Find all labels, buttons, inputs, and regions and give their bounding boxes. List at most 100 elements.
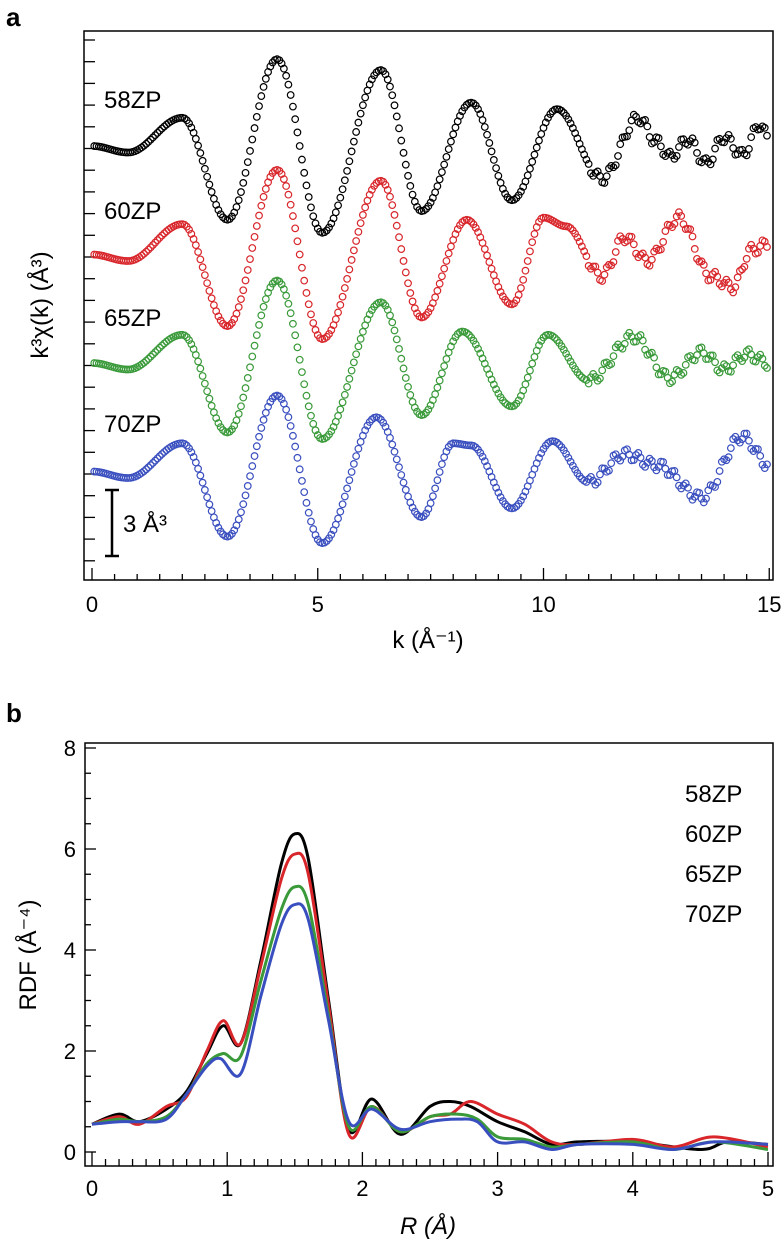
data-point bbox=[336, 193, 345, 202]
data-point bbox=[279, 285, 288, 294]
data-point bbox=[573, 233, 582, 242]
data-point bbox=[293, 237, 302, 246]
data-point bbox=[352, 237, 361, 245]
data-point bbox=[302, 181, 311, 190]
data-point bbox=[399, 257, 408, 265]
data-point bbox=[517, 187, 525, 196]
data-point bbox=[361, 426, 370, 435]
data-point bbox=[401, 374, 410, 382]
data-point bbox=[537, 449, 546, 458]
data-point bbox=[361, 93, 370, 102]
data-point bbox=[641, 462, 649, 471]
data-point bbox=[426, 304, 435, 313]
data-point bbox=[424, 308, 433, 317]
data-point bbox=[587, 264, 595, 273]
data-point bbox=[431, 293, 440, 302]
panel-b-x-tick-labels: 0 1 2 3 4 5 bbox=[86, 1176, 774, 1201]
data-point bbox=[720, 360, 728, 369]
data-point bbox=[137, 251, 146, 260]
data-point bbox=[566, 224, 575, 233]
data-point bbox=[291, 115, 300, 124]
data-point bbox=[717, 457, 726, 466]
legend-60zp: 60ZP bbox=[685, 821, 742, 848]
data-point bbox=[686, 491, 695, 500]
data-point bbox=[690, 245, 699, 253]
data-point bbox=[359, 211, 367, 219]
data-point bbox=[638, 336, 647, 345]
data-point bbox=[733, 273, 742, 282]
data-point bbox=[399, 148, 408, 157]
data-point bbox=[555, 440, 564, 449]
data-point bbox=[593, 268, 602, 277]
panel-a-axes bbox=[84, 39, 770, 580]
data-point bbox=[151, 131, 160, 140]
x-tick-label: 0 bbox=[86, 592, 98, 617]
data-point bbox=[392, 455, 401, 464]
data-point bbox=[510, 195, 519, 204]
y-tick-label: 6 bbox=[64, 837, 76, 862]
data-point bbox=[406, 289, 415, 297]
data-point bbox=[246, 363, 254, 372]
data-point bbox=[582, 252, 591, 261]
data-point bbox=[302, 289, 311, 297]
data-point bbox=[282, 71, 291, 80]
data-point bbox=[200, 271, 209, 280]
data-point bbox=[729, 361, 738, 370]
data-point bbox=[246, 147, 254, 155]
data-point bbox=[711, 267, 719, 276]
data-point bbox=[530, 150, 539, 159]
data-point bbox=[246, 255, 254, 264]
data-point bbox=[708, 351, 717, 360]
data-point bbox=[241, 276, 250, 285]
data-point bbox=[338, 500, 347, 509]
data-point bbox=[320, 334, 329, 343]
data-point bbox=[354, 342, 363, 351]
data-point bbox=[447, 242, 455, 251]
data-point bbox=[638, 249, 647, 258]
data-point bbox=[591, 372, 600, 381]
data-point bbox=[311, 531, 320, 539]
data-point bbox=[715, 280, 724, 288]
data-point bbox=[501, 295, 510, 304]
x-tick-label: 5 bbox=[312, 592, 324, 617]
data-point bbox=[643, 458, 652, 467]
data-point bbox=[266, 62, 275, 71]
data-point bbox=[440, 362, 449, 370]
data-point bbox=[726, 134, 735, 143]
data-point bbox=[571, 229, 580, 238]
data-point bbox=[248, 352, 257, 361]
data-point bbox=[469, 336, 478, 345]
data-point bbox=[214, 206, 223, 214]
data-point bbox=[214, 419, 223, 428]
data-point bbox=[428, 492, 437, 501]
data-point bbox=[401, 485, 410, 494]
data-point bbox=[149, 459, 157, 467]
data-point bbox=[419, 410, 428, 419]
data-point bbox=[485, 139, 494, 147]
data-point bbox=[740, 429, 749, 438]
data-point bbox=[663, 471, 672, 479]
data-point bbox=[736, 267, 744, 275]
data-point bbox=[243, 158, 252, 167]
data-point bbox=[347, 468, 356, 476]
data-point bbox=[620, 339, 629, 348]
data-point bbox=[760, 123, 769, 132]
data-point bbox=[160, 229, 169, 238]
data-point bbox=[406, 182, 415, 190]
data-point bbox=[625, 328, 634, 337]
data-point bbox=[146, 243, 155, 252]
data-point bbox=[496, 288, 505, 296]
data-point bbox=[289, 431, 297, 440]
y-tick-label: 2 bbox=[64, 1039, 76, 1064]
data-point bbox=[185, 119, 193, 128]
data-point bbox=[656, 245, 665, 254]
data-point bbox=[140, 141, 148, 150]
data-point bbox=[562, 349, 570, 358]
data-point bbox=[239, 286, 248, 295]
data-point bbox=[241, 168, 250, 177]
data-point bbox=[647, 348, 656, 357]
data-point bbox=[702, 269, 710, 278]
data-point bbox=[745, 244, 753, 253]
data-point bbox=[207, 507, 216, 516]
data-point bbox=[207, 188, 216, 196]
